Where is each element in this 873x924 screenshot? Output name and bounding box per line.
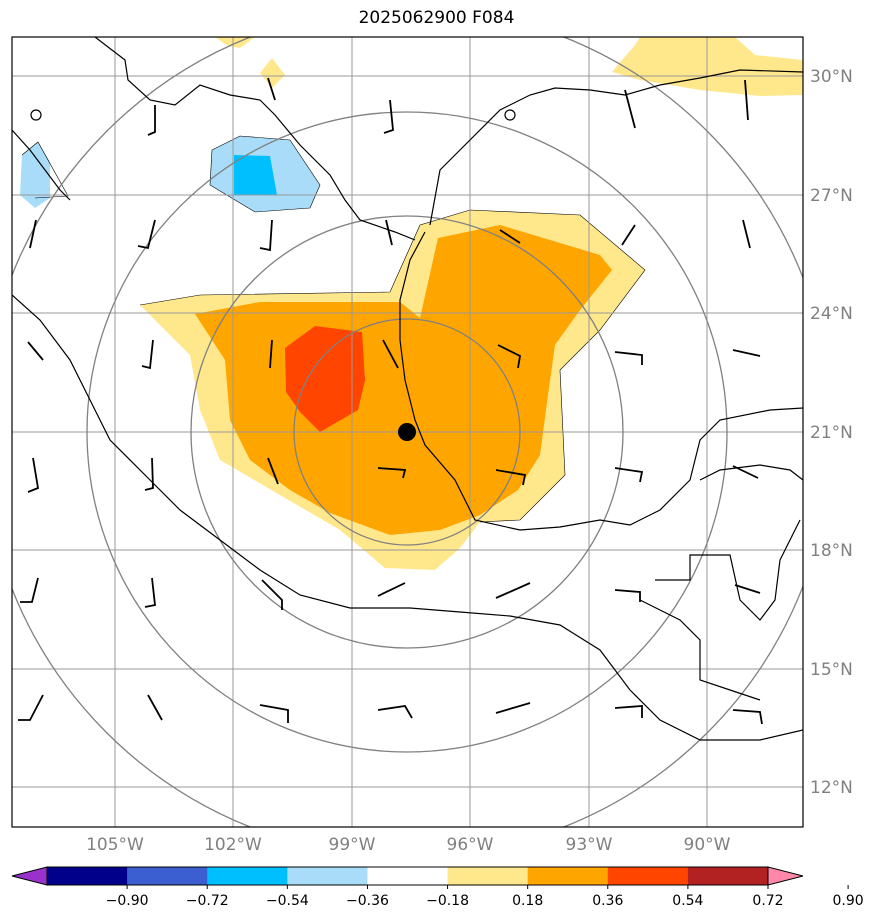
wind-barbs <box>18 77 763 725</box>
gulf-coast-north <box>429 69 803 226</box>
contour-positive-054 <box>285 326 365 432</box>
colorbar-cell <box>687 867 769 885</box>
colorbar-tick-label: 0.72 <box>752 893 783 909</box>
colorbar-cell <box>47 867 128 885</box>
lake-a <box>30 109 42 121</box>
lon-label: 102°W <box>204 835 262 855</box>
lon-label: 90°W <box>684 835 731 855</box>
colorbar-tick-label: −0.72 <box>186 893 229 909</box>
baja-coast <box>12 129 71 201</box>
colorbar-tick-label: 0.36 <box>592 893 623 909</box>
colorbar-cell <box>367 867 449 885</box>
colorbar-tick-label: 0.90 <box>833 893 864 909</box>
colorbar: −0.90 −0.72 −0.54 −0.36 −0.18 0.18 0.36 0.54 0.7… <box>11 866 864 909</box>
lat-label: 12°N <box>810 778 853 798</box>
contour-line-b <box>209 135 321 213</box>
guatemala-border <box>639 599 761 701</box>
us-mexico-border <box>94 37 416 241</box>
latitude-labels: 30°N 27°N 24°N 21°N 18°N 15°N 12°N <box>810 67 853 798</box>
colorbar-cell <box>287 867 368 885</box>
colorbar-cell <box>127 867 208 885</box>
map-frame <box>11 36 804 828</box>
contour-positive-018-c <box>215 37 255 48</box>
lat-label: 18°N <box>810 541 853 561</box>
colorbar-tick-label: −0.18 <box>426 893 469 909</box>
storm-center-marker <box>398 423 416 441</box>
colorbar-tick-label: 0.18 <box>512 893 543 909</box>
colorbar-cell <box>527 867 609 885</box>
lat-label: 30°N <box>810 67 853 87</box>
colorbar-cell <box>447 867 529 885</box>
contour-negative-018-b <box>20 142 50 208</box>
anomaly-contours <box>20 37 803 570</box>
colorbar-cell <box>607 867 689 885</box>
colorbar-extend-low <box>11 866 48 886</box>
lon-label: 93°W <box>566 835 613 855</box>
colorbar-tick-label: −0.54 <box>266 893 309 909</box>
lat-label: 24°N <box>810 304 853 324</box>
lon-label: 99°W <box>329 835 376 855</box>
colorbar-tick-label: −0.36 <box>346 893 389 909</box>
colorbar-extend-high <box>767 866 804 886</box>
lon-label: 105°W <box>86 835 144 855</box>
contour-negative-036 <box>234 155 277 195</box>
yucatan-coast <box>699 464 803 481</box>
contour-positive-018-d <box>260 58 285 88</box>
map-title: 2025062900 F084 <box>358 8 515 28</box>
contour-positive-036 <box>195 225 612 535</box>
range-rings <box>12 37 803 827</box>
colorbar-cell <box>207 867 288 885</box>
lake-b <box>504 109 516 121</box>
colorbar-tick-label: 0.54 <box>672 893 703 909</box>
central-america-border <box>655 519 801 621</box>
lat-label: 27°N <box>810 186 853 206</box>
contour-line-a <box>139 209 646 523</box>
lon-label: 96°W <box>447 835 494 855</box>
pacific-coast-mexico <box>12 294 803 741</box>
coastlines <box>12 37 803 741</box>
gulf-coast-mexico <box>399 231 803 531</box>
lat-label: 21°N <box>810 423 853 443</box>
longitude-labels: 105°W 102°W 99°W 96°W 93°W 90°W <box>86 835 731 855</box>
colorbar-tick-label: −0.90 <box>106 893 149 909</box>
lat-label: 15°N <box>810 660 853 680</box>
contour-line-c <box>21 141 69 199</box>
